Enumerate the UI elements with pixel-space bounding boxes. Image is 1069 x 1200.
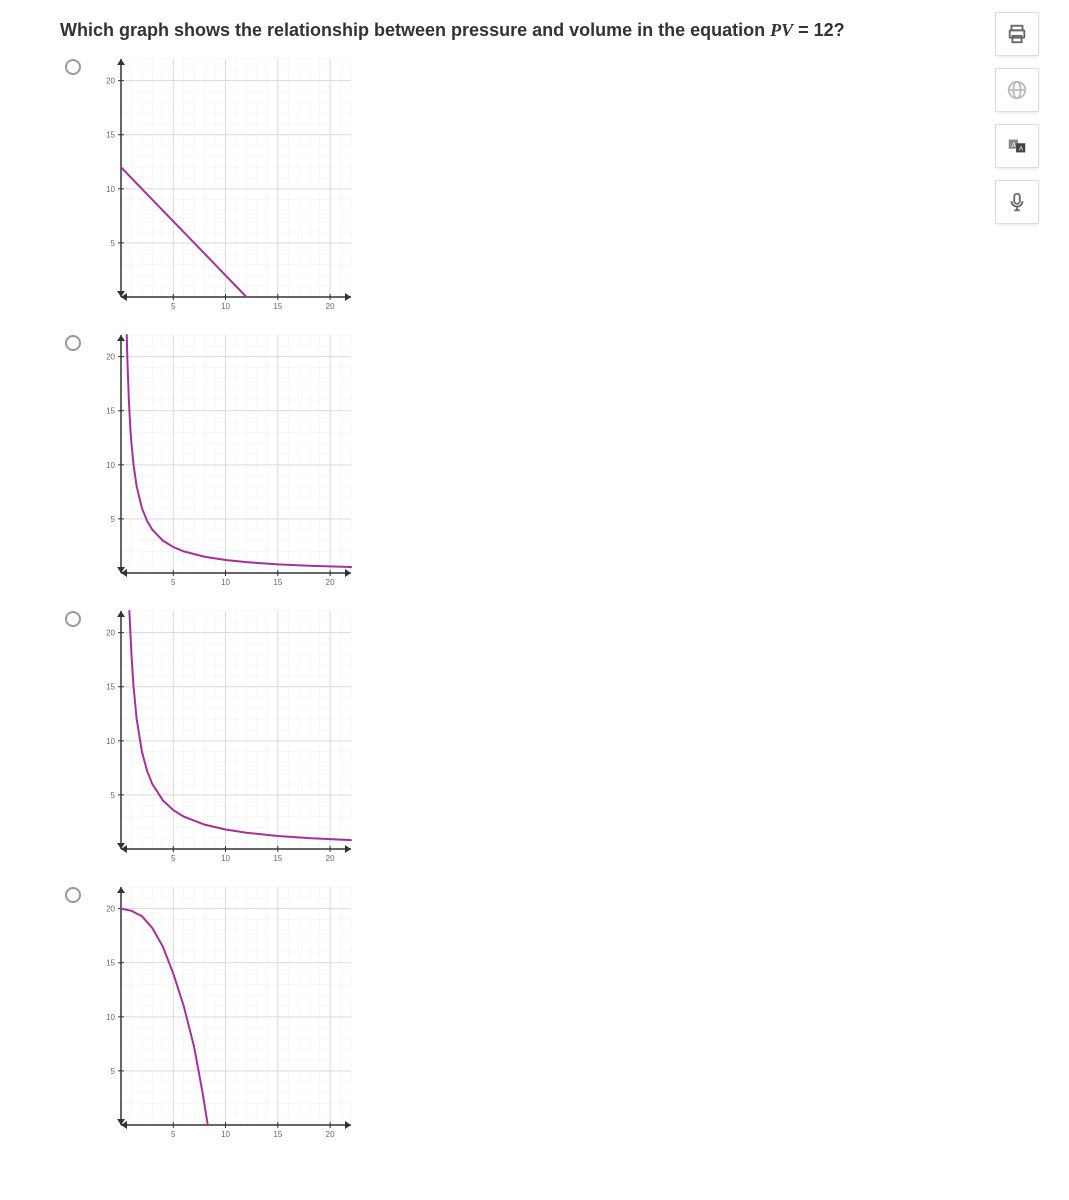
svg-text:5: 5 [111, 791, 116, 800]
option-b: 5 10 15 20 5 10 15 20 [60, 327, 1069, 597]
options-container: 5 10 15 20 5 10 15 20 5 10 15 20 5 10 15 20 5 10 15 20 5 10 15… [0, 51, 1069, 1149]
svg-text:10: 10 [106, 737, 115, 746]
equation-eq: = [793, 20, 814, 40]
svg-text:10: 10 [221, 854, 230, 863]
svg-text:10: 10 [106, 461, 115, 470]
svg-text:5: 5 [171, 1130, 176, 1139]
svg-text:5: 5 [111, 515, 116, 524]
equation-lhs: PV [770, 20, 793, 40]
svg-text:5: 5 [111, 1067, 116, 1076]
svg-text:15: 15 [273, 578, 282, 587]
svg-text:15: 15 [106, 131, 115, 140]
svg-text:15: 15 [273, 302, 282, 311]
svg-text:15: 15 [106, 683, 115, 692]
svg-text:20: 20 [106, 905, 115, 914]
svg-text:10: 10 [221, 302, 230, 311]
graph-a: 5 10 15 20 5 10 15 20 [89, 51, 359, 321]
question-text: Which graph shows the relationship betwe… [0, 0, 1069, 51]
option-c: 5 10 15 20 5 10 15 20 [60, 603, 1069, 873]
svg-text:20: 20 [326, 1130, 335, 1139]
svg-text:20: 20 [326, 854, 335, 863]
svg-text:A: A [1012, 142, 1017, 149]
globe-icon [1006, 79, 1028, 101]
radio-option-a[interactable] [65, 59, 81, 75]
svg-text:15: 15 [273, 1130, 282, 1139]
graph-box-b: 5 10 15 20 5 10 15 20 [89, 327, 359, 597]
globe-button[interactable] [995, 68, 1039, 112]
svg-text:20: 20 [326, 302, 335, 311]
svg-text:20: 20 [326, 578, 335, 587]
svg-text:5: 5 [171, 578, 176, 587]
language-button[interactable]: AA [995, 124, 1039, 168]
svg-text:10: 10 [106, 185, 115, 194]
svg-text:20: 20 [106, 77, 115, 86]
graph-b: 5 10 15 20 5 10 15 20 [89, 327, 359, 597]
svg-text:20: 20 [106, 629, 115, 638]
graph-box-d: 5 10 15 20 5 10 15 20 [89, 879, 359, 1149]
svg-text:15: 15 [106, 959, 115, 968]
graph-c: 5 10 15 20 5 10 15 20 [89, 603, 359, 873]
option-d: 5 10 15 20 5 10 15 20 [60, 879, 1069, 1149]
svg-text:10: 10 [221, 1130, 230, 1139]
graph-box-a: 5 10 15 20 5 10 15 20 [89, 51, 359, 321]
print-icon [1006, 23, 1028, 45]
print-button[interactable] [995, 12, 1039, 56]
svg-text:5: 5 [171, 854, 176, 863]
equation-rhs: 12 [814, 20, 834, 40]
radio-option-c[interactable] [65, 611, 81, 627]
svg-text:15: 15 [106, 407, 115, 416]
question-suffix: ? [834, 20, 845, 40]
radio-option-d[interactable] [65, 887, 81, 903]
svg-text:20: 20 [106, 353, 115, 362]
svg-text:A: A [1019, 146, 1024, 153]
svg-text:15: 15 [273, 854, 282, 863]
question-prefix: Which graph shows the relationship betwe… [60, 20, 770, 40]
microphone-button[interactable] [995, 180, 1039, 224]
graph-box-c: 5 10 15 20 5 10 15 20 [89, 603, 359, 873]
svg-text:10: 10 [106, 1013, 115, 1022]
graph-d: 5 10 15 20 5 10 15 20 [89, 879, 359, 1149]
microphone-icon [1006, 191, 1028, 213]
svg-text:10: 10 [221, 578, 230, 587]
radio-option-b[interactable] [65, 335, 81, 351]
svg-text:5: 5 [171, 302, 176, 311]
svg-text:5: 5 [111, 239, 116, 248]
language-icon: AA [1006, 135, 1028, 157]
option-a: 5 10 15 20 5 10 15 20 [60, 51, 1069, 321]
toolbar: AA [995, 0, 1039, 224]
